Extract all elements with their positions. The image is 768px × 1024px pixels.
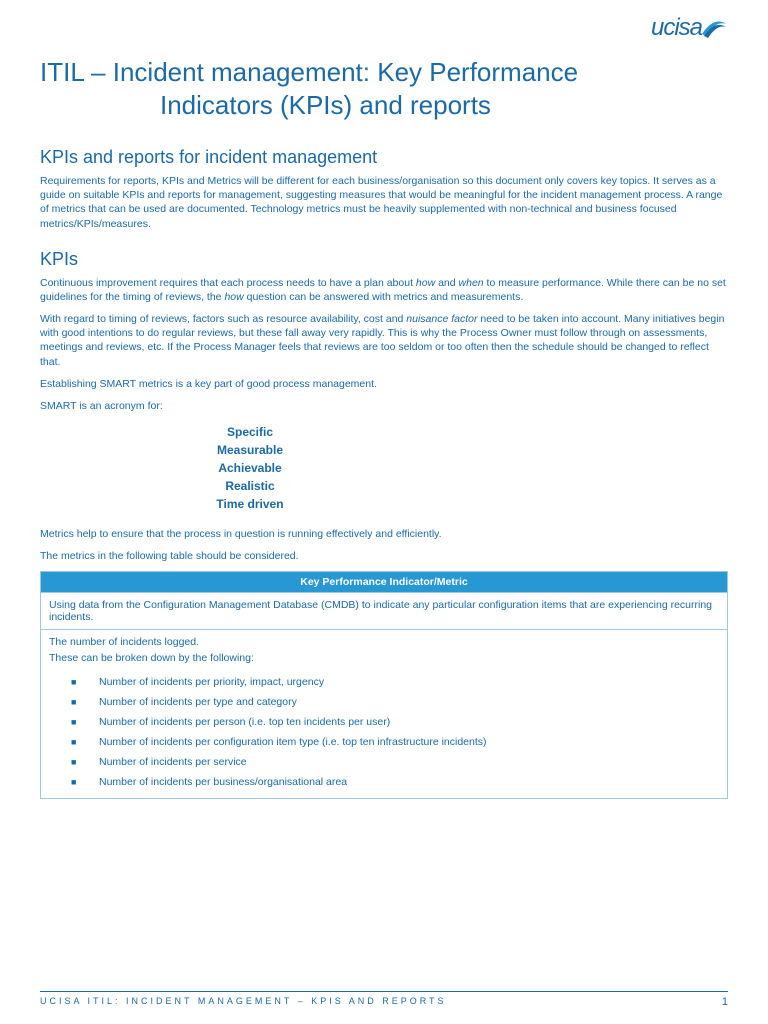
list-item: Number of incidents per service: [49, 752, 719, 772]
row2-intro-1: The number of incidents logged.: [49, 636, 719, 648]
list-item: Number of incidents per person (i.e. top…: [49, 712, 719, 732]
footer-text: UCISA ITIL: INCIDENT MANAGEMENT – KPIS A…: [40, 996, 447, 1008]
kpis-p5: Metrics help to ensure that the process …: [40, 527, 728, 541]
table-row: The number of incidents logged. These ca…: [41, 630, 728, 799]
table-cell: The number of incidents logged. These ca…: [41, 630, 728, 799]
section-heading-kpis-reports: KPIs and reports for incident management: [40, 147, 728, 168]
page-title: ITIL – Incident management: Key Performa…: [40, 56, 728, 121]
table-cell: Using data from the Configuration Manage…: [41, 593, 728, 630]
row2-intro-2: These can be broken down by the followin…: [49, 652, 719, 664]
brand-logo: ucisa: [651, 14, 728, 42]
breakdown-list: Number of incidents per priority, impact…: [49, 672, 719, 792]
table-header: Key Performance Indicator/Metric: [41, 572, 728, 593]
kpis-p2: With regard to timing of reviews, factor…: [40, 312, 728, 369]
kpis-p4: SMART is an acronym for:: [40, 399, 728, 413]
list-item: Number of incidents per configuration it…: [49, 732, 719, 752]
smart-item: Specific: [190, 423, 310, 441]
smart-item: Achievable: [190, 459, 310, 477]
list-item: Number of incidents per business/organis…: [49, 772, 719, 792]
logo-text: ucisa: [651, 14, 702, 42]
logo-swoosh-icon: [700, 14, 728, 42]
title-line-2: Indicators (KPIs) and reports: [40, 89, 728, 122]
list-item: Number of incidents per priority, impact…: [49, 672, 719, 692]
smart-item: Measurable: [190, 441, 310, 459]
page-number: 1: [722, 996, 728, 1008]
list-item: Number of incidents per type and categor…: [49, 692, 719, 712]
page-footer: UCISA ITIL: INCIDENT MANAGEMENT – KPIS A…: [40, 991, 728, 1008]
section1-paragraph: Requirements for reports, KPIs and Metri…: [40, 174, 728, 231]
title-line-1: ITIL – Incident management: Key Performa…: [40, 57, 578, 87]
kpis-p3: Establishing SMART metrics is a key part…: [40, 377, 728, 391]
section-heading-kpis: KPIs: [40, 249, 728, 270]
smart-item: Time driven: [190, 495, 310, 513]
kpis-p6: The metrics in the following table shoul…: [40, 549, 728, 563]
kpis-p1: Continuous improvement requires that eac…: [40, 276, 728, 304]
smart-item: Realistic: [190, 477, 310, 495]
smart-acronym-list: Specific Measurable Achievable Realistic…: [40, 423, 728, 513]
kpi-metrics-table: Key Performance Indicator/Metric Using d…: [40, 571, 728, 799]
table-row: Using data from the Configuration Manage…: [41, 593, 728, 630]
footer-divider: [40, 991, 728, 992]
